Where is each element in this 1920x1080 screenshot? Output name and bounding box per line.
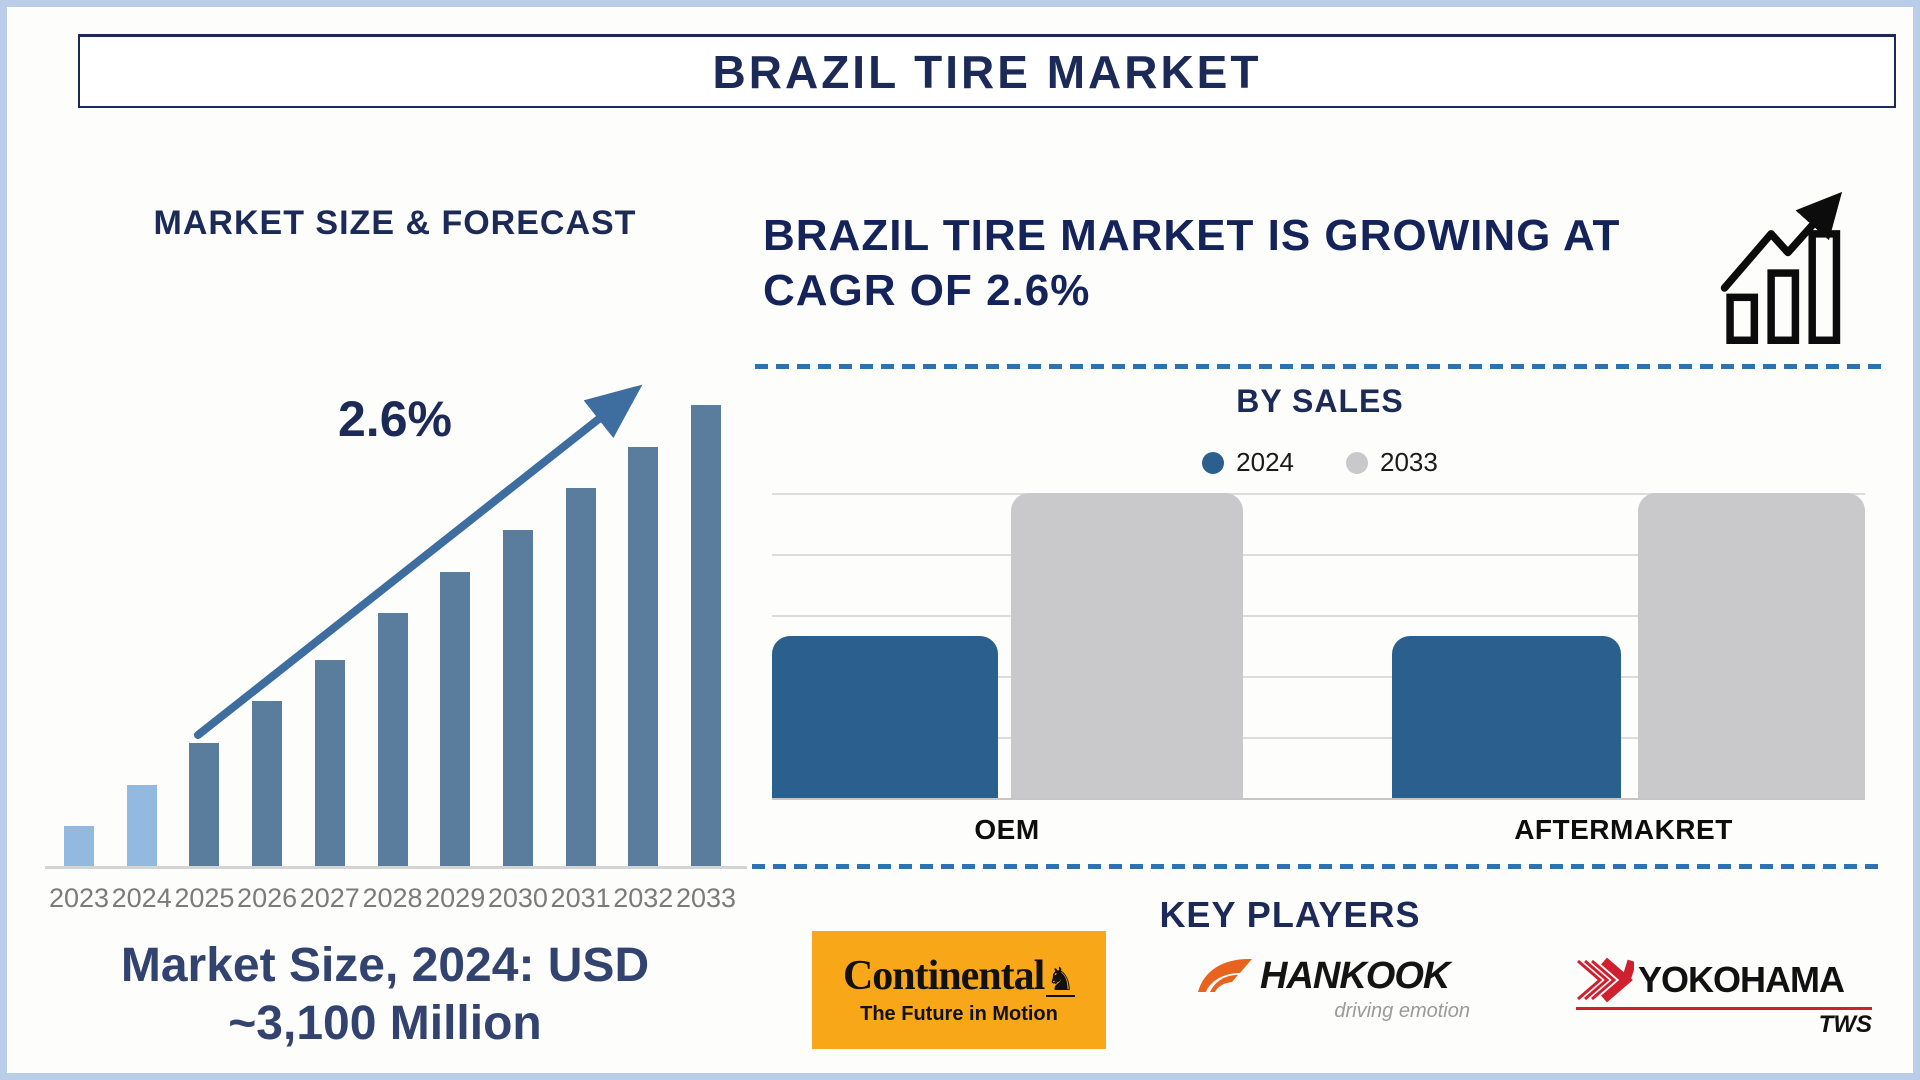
sales-bar-oem-2033	[1011, 493, 1243, 798]
sales-bar-aftermakret-2024	[1392, 636, 1621, 798]
hankook-name: Hankook	[1260, 955, 1450, 997]
forecast-heading: MARKET SIZE & FORECAST	[153, 204, 637, 242]
forecast-axis-label-2032: 2032	[613, 883, 674, 913]
yokohama-tws-label: TWS	[1818, 1011, 1872, 1038]
forecast-bar-2027	[314, 660, 345, 868]
sales-category-labels: OEM AFTERMAKRET	[772, 814, 1865, 850]
insight-heading-line1: BRAZIL TIRE MARKET IS GROWING AT	[763, 211, 1621, 260]
insight-heading-line2: CAGR OF 2.6%	[763, 266, 1091, 315]
forecast-bar-2033	[691, 405, 721, 868]
forecast-bar-2030	[502, 530, 533, 868]
forecast-cagr-label: 2.6%	[338, 391, 452, 447]
forecast-bar-2023	[64, 826, 94, 868]
forecast-axis-label-2027: 2027	[299, 883, 360, 913]
legend-label-2033: 2033	[1380, 447, 1438, 477]
legend-item-2033: 2033	[1346, 447, 1438, 478]
forecast-axis-label-2028: 2028	[362, 883, 423, 913]
forecast-bar-2028	[377, 613, 408, 868]
forecast-bar-2032	[628, 447, 659, 868]
forecast-bar-2026	[252, 701, 283, 868]
legend-label-2024: 2024	[1236, 447, 1294, 477]
legend-dot-2033-icon	[1346, 451, 1368, 474]
category-label-oem: OEM	[974, 814, 1040, 845]
forecast-x-axis-line	[45, 866, 747, 869]
growth-chart-icon	[1720, 191, 1843, 344]
forecast-bar-2031	[565, 488, 596, 868]
market-size-caption: Market Size, 2024: USD ~3,100 Million	[30, 937, 740, 1052]
page-title: BRAZIL TIRE MARKET	[712, 45, 1262, 98]
forecast-bar-2024	[126, 785, 157, 868]
continental-logo: Continental ♞ The Future in Motion	[812, 931, 1106, 1049]
market-size-caption-line1: Market Size, 2024: USD	[120, 939, 650, 992]
yokohama-name: YOKOHAMA	[1638, 959, 1845, 1000]
sales-bar-aftermakret-2033	[1638, 493, 1865, 798]
legend-item-2024: 2024	[1202, 447, 1294, 478]
dashed-separator-top	[755, 364, 1883, 369]
rearing-horse-icon: ♞	[1046, 959, 1076, 998]
insight-heading: BRAZIL TIRE MARKET IS GROWING AT CAGR OF…	[763, 208, 1663, 318]
hankook-wordmark: Hankook	[1196, 955, 1476, 998]
forecast-axis-label-2023: 2023	[48, 883, 110, 913]
header-title-box: BRAZIL TIRE MARKET	[78, 34, 1896, 108]
yokohama-logo: YOKOHAMA TWS	[1576, 955, 1872, 1039]
forecast-axis-label-2033: 2033	[675, 883, 737, 913]
market-size-caption-line2: ~3,100 Million	[228, 996, 542, 1050]
category-label-aftermarket: AFTERMAKRET	[1514, 814, 1733, 845]
forecast-axis-label-2025: 2025	[174, 883, 235, 913]
forecast-chart-bars	[50, 405, 750, 868]
sales-bar-oem-2024	[772, 636, 998, 798]
continental-tagline: The Future in Motion	[860, 1002, 1058, 1025]
continental-name: Continental	[842, 952, 1045, 999]
forecast-bar-2029	[440, 572, 471, 868]
yokohama-red-line	[1576, 1007, 1872, 1010]
forecast-axis-label-2031: 2031	[550, 883, 611, 913]
hankook-wing-icon	[1198, 958, 1252, 992]
dashed-separator-bottom	[752, 864, 1885, 869]
forecast-axis-label-2026: 2026	[237, 883, 298, 913]
forecast-axis-label-2030: 2030	[487, 883, 548, 913]
forecast-axis-label-2024: 2024	[111, 883, 172, 913]
legend-dot-2024-icon	[1202, 451, 1225, 474]
by-sales-title: BY SALES	[1236, 383, 1404, 419]
forecast-axis-label-2029: 2029	[425, 883, 486, 913]
sales-chart-bars	[772, 493, 1865, 800]
continental-wordmark: Continental ♞	[842, 952, 1076, 999]
forecast-bar-2025	[189, 743, 220, 868]
hankook-logo: Hankook driving emotion	[1196, 955, 1476, 1023]
yokohama-chevron-icon	[1577, 957, 1634, 1003]
yokohama-wordmark: YOKOHAMA	[1576, 955, 1872, 1005]
key-players-title: KEY PLAYERS	[1159, 894, 1421, 935]
hankook-tagline: driving emotion	[1334, 1000, 1470, 1022]
by-sales-legend: 2024 2033	[775, 447, 1865, 478]
